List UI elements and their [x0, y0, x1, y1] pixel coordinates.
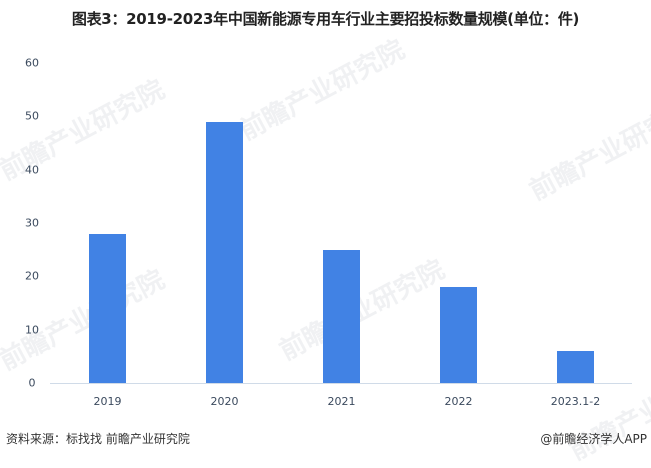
- x-tick-label: 2022: [444, 395, 473, 408]
- y-tick-label: 60: [25, 56, 39, 70]
- x-axis-line: [50, 383, 632, 384]
- bar-2023.1-2: [557, 351, 594, 383]
- x-tick-label: 2023.1-2: [550, 395, 601, 408]
- chart-title: 图表3：2019-2023年中国新能源专用车行业主要招投标数量规模(单位：件): [71, 10, 580, 28]
- watermark: 前瞻产业研究院: [234, 34, 410, 147]
- y-tick-label: 40: [25, 163, 39, 177]
- bar-2022: [440, 287, 477, 383]
- y-tick-label: 50: [25, 109, 39, 123]
- source-note: 资料来源：标找找 前瞻产业研究院: [6, 432, 190, 446]
- credit-note: @前瞻经济学人APP: [540, 432, 647, 446]
- bar-2021: [323, 249, 360, 383]
- bar-2020: [206, 121, 243, 383]
- y-tick-label: 0: [28, 376, 36, 390]
- x-tick-label: 2019: [93, 395, 122, 408]
- watermark: 前瞻产业研究院: [524, 94, 651, 207]
- watermark: 前瞻产业研究院: [274, 254, 450, 367]
- x-tick-label: 2021: [327, 395, 356, 408]
- x-tick-label: 2020: [210, 395, 239, 408]
- y-tick-label: 10: [25, 323, 39, 337]
- y-tick-label: 30: [25, 216, 39, 230]
- bar-2019: [89, 233, 126, 383]
- y-tick-label: 20: [25, 269, 39, 283]
